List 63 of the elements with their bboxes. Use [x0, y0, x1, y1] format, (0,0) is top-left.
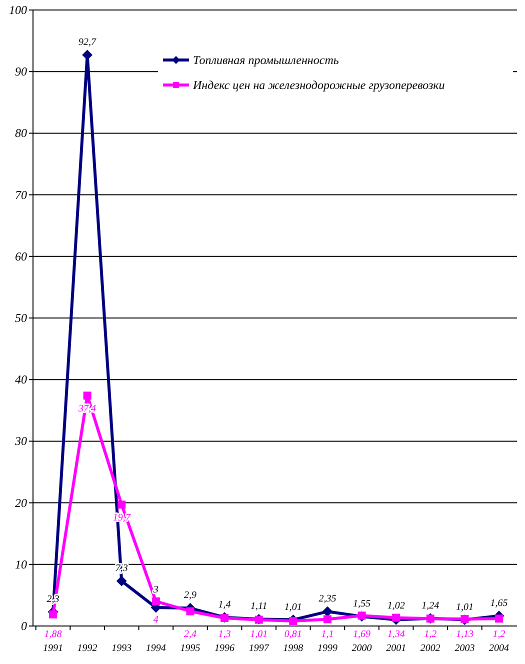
point — [322, 606, 332, 617]
data-label: 1,02 — [387, 600, 405, 612]
data-label: 1,11 — [250, 601, 268, 612]
data-label: 1,4 — [218, 599, 231, 610]
x-tick-label: 2003 — [454, 643, 475, 654]
data-label: 1,3 — [218, 629, 231, 640]
data-label: 1,55 — [353, 598, 371, 610]
y-tick-label: 40 — [15, 372, 27, 387]
point — [323, 615, 332, 624]
point — [49, 610, 57, 618]
data-label: 0,81 — [284, 629, 302, 640]
data-label: 2,35 — [318, 594, 336, 605]
data-label: 1,01 — [456, 602, 474, 613]
data-label: 1,01 — [250, 629, 268, 640]
y-tick-label: 30 — [14, 434, 27, 448]
y-tick-label: 80 — [15, 126, 27, 140]
x-tick-label: 1997 — [248, 643, 270, 654]
x-tick-label: 1994 — [146, 643, 166, 654]
data-label: 1,24 — [422, 600, 440, 612]
y-tick-label: 50 — [15, 311, 27, 325]
point — [186, 607, 194, 616]
data-label: 92,7 — [78, 36, 98, 48]
x-tick-label: 2000 — [352, 643, 372, 654]
y-tick-label: 100 — [9, 3, 27, 17]
data-label: 4 — [153, 614, 158, 626]
x-tick-label: 1995 — [180, 643, 200, 654]
data-label: 3 — [152, 584, 158, 596]
x-tick-label: 1993 — [112, 643, 132, 654]
data-label: 1,88 — [44, 629, 62, 640]
legend-label: Индекс цен на железнодорожные грузоперевозки — [192, 78, 445, 92]
x-tick-label: 2004 — [489, 643, 509, 654]
point — [392, 614, 400, 622]
y-tick-label: 10 — [15, 557, 27, 572]
data-label: 1,69 — [353, 629, 371, 640]
x-tick-label: 2001 — [386, 643, 406, 654]
point — [495, 614, 503, 623]
data-label: 1,13 — [456, 629, 474, 640]
data-label: 2,4 — [184, 629, 196, 640]
point — [83, 392, 92, 400]
x-tick-label: 2002 — [420, 643, 440, 654]
x-tick-label: 1991 — [43, 643, 63, 654]
point — [152, 597, 160, 606]
point — [118, 500, 126, 509]
y-tick-label: 20 — [15, 496, 27, 510]
data-label: 1,2 — [424, 629, 437, 640]
point — [116, 576, 127, 586]
data-label: 1,65 — [490, 598, 508, 609]
data-label: 1,34 — [387, 629, 405, 640]
data-label: 2,9 — [184, 590, 196, 602]
legend-label: Топливная промышленность — [193, 53, 340, 67]
x-tick-label: 1992 — [77, 643, 98, 654]
y-tick-label: 90 — [15, 64, 27, 79]
y-tick-label: 70 — [15, 188, 27, 202]
point — [289, 617, 298, 626]
data-label: 1,01 — [284, 602, 302, 613]
x-tick-label: 1999 — [317, 643, 338, 654]
x-tick-label: 1996 — [214, 643, 235, 654]
point — [82, 50, 92, 60]
y-tick-label: 60 — [15, 249, 27, 264]
data-label: 1,2 — [492, 629, 506, 640]
x-tick-label: 1998 — [283, 643, 304, 654]
data-label: 1,1 — [321, 629, 334, 640]
y-tick-label: 0 — [21, 619, 27, 633]
